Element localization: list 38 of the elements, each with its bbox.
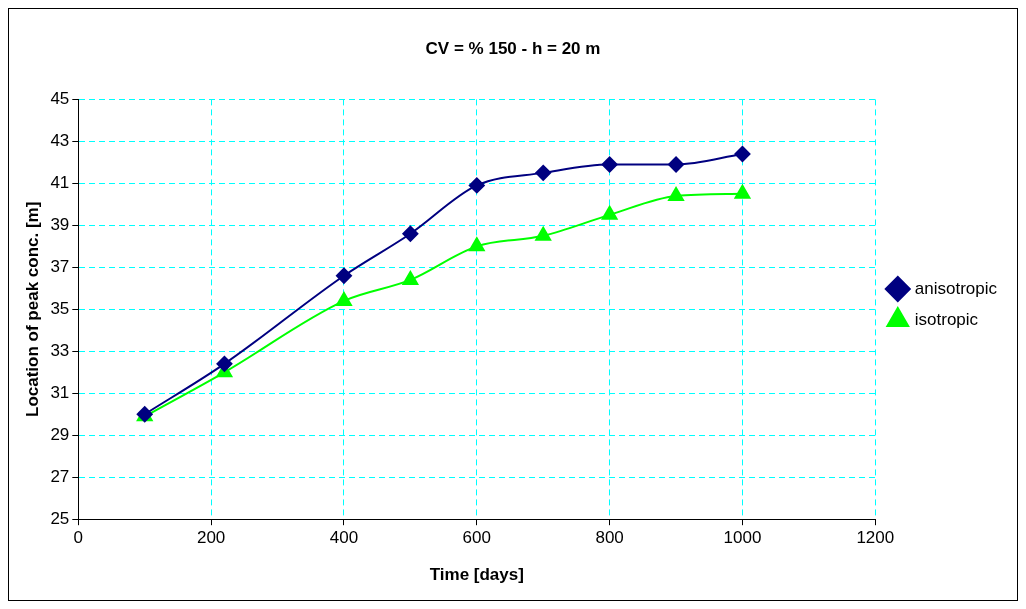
point [402,270,419,285]
point [468,177,485,194]
legend-label: anisotropic [914,278,998,298]
y-tick-label: 29 [50,424,70,444]
x-tick-label: 200 [196,528,226,548]
y-tick-label: 27 [50,466,70,486]
y-tick-label: 41 [50,173,70,193]
point [216,355,233,372]
x-tick-label: 1000 [723,528,762,548]
y-tick-label: 39 [50,215,70,235]
point [402,225,419,242]
chart-title: CV = % 150 - h = 20 m [425,38,601,58]
y-tick-label: 43 [50,131,70,151]
point [668,186,684,201]
point [335,267,352,284]
y-axis-title: Location of peak conc. [m] [22,201,42,417]
y-tick-label: 45 [50,89,70,109]
y-tick-label: 35 [50,298,70,318]
point [734,145,751,162]
legend-label: isotropic [914,309,979,329]
point [535,164,552,181]
point [336,291,352,306]
point [601,205,618,220]
y-tick-label: 31 [50,382,70,402]
x-tick-label: 800 [595,528,624,548]
x-axis-title: Time [days] [429,565,524,585]
x-tick-label: 0 [73,528,84,548]
point [468,237,485,252]
point [668,156,685,173]
x-tick-label: 600 [462,528,491,548]
point [734,184,751,199]
y-tick-label: 33 [50,340,70,360]
y-tick-label: 37 [50,257,70,277]
y-tick-label: 25 [50,508,70,528]
point [601,156,618,173]
x-tick-label: 1200 [856,528,895,548]
point [535,226,552,241]
x-tick-label: 400 [329,528,359,548]
